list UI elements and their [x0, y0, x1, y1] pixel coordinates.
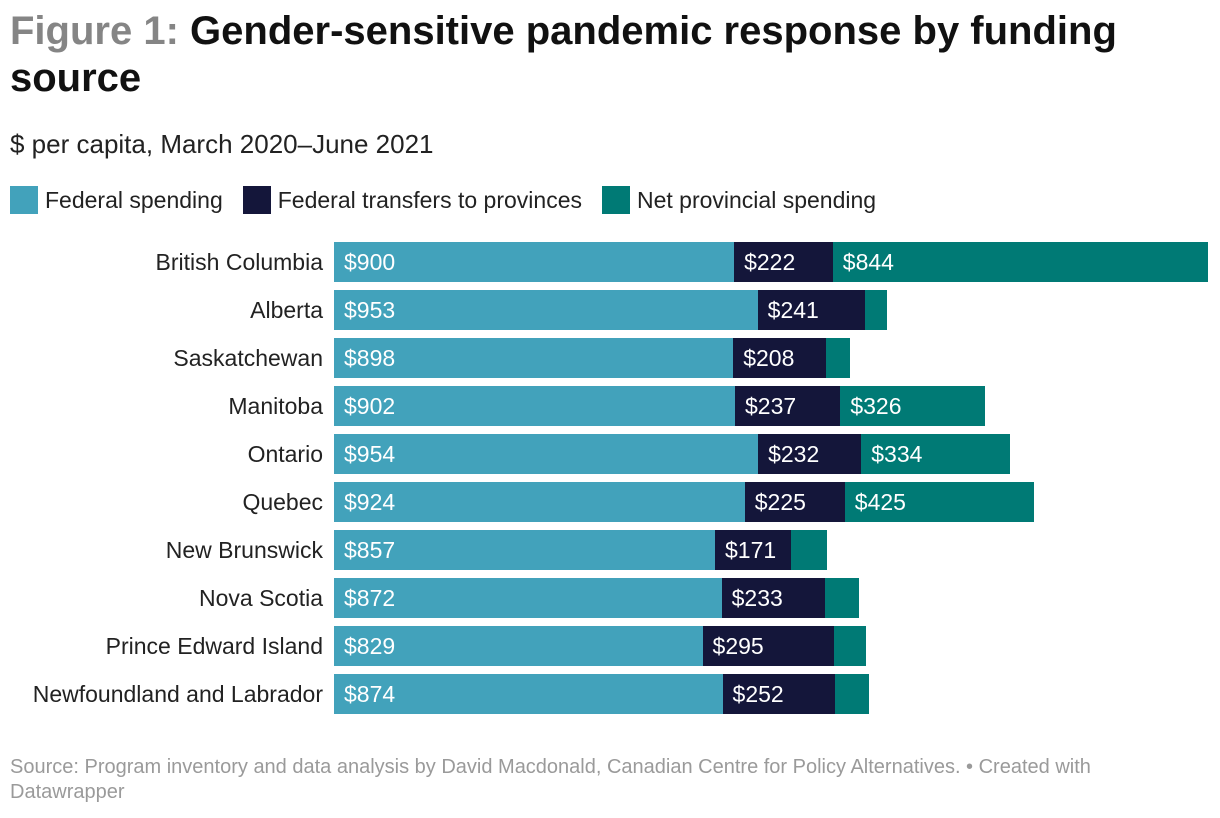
bar-segment [334, 530, 715, 570]
bar-segment [722, 674, 835, 714]
legend-item: Net provincial spending [601, 186, 877, 214]
legend-item: Federal transfers to provinces [242, 186, 582, 214]
bar-segment [734, 242, 833, 282]
bar-segment [702, 626, 834, 666]
data-label: $844 [842, 249, 894, 275]
data-label: $874 [344, 681, 396, 707]
bar-segment [864, 290, 888, 330]
category-label: New Brunswick [165, 537, 323, 563]
bar-segment [833, 626, 866, 666]
bar-segment [334, 674, 723, 714]
data-label: $225 [754, 489, 806, 515]
data-label: $857 [344, 537, 396, 563]
data-label: $208 [743, 345, 795, 371]
data-label: $924 [344, 489, 396, 515]
data-label: $425 [854, 489, 906, 515]
bar-segment [334, 386, 735, 426]
bar-segment [840, 386, 986, 426]
bar-segment [825, 578, 860, 618]
legend-swatch [242, 186, 271, 214]
legend-item: Federal spending [10, 186, 223, 214]
data-label: $326 [850, 393, 902, 419]
bar-segment [733, 338, 826, 378]
data-label: $295 [712, 633, 764, 659]
legend-swatch [601, 186, 630, 214]
category-label: Ontario [247, 441, 323, 467]
bar-segment [714, 530, 791, 570]
legend-label: Net provincial spending [636, 186, 877, 213]
category-label: Manitoba [228, 393, 323, 419]
legend: Federal spending Federal transfers to pro… [10, 186, 896, 214]
chart-title: Figure 1: Gender-sensitive pandemic resp… [10, 8, 1210, 102]
legend-label: Federal transfers to provinces [277, 186, 582, 213]
bar-segment [744, 482, 845, 522]
bar-segment [334, 434, 759, 474]
bar-segment [834, 674, 869, 714]
data-label: $171 [724, 537, 777, 563]
legend-swatch [10, 186, 38, 214]
title-text: Gender-sensitive pandemic response by fu… [10, 9, 1117, 100]
category-label: Quebec [242, 489, 323, 515]
data-label: $222 [744, 249, 796, 275]
category-label: Prince Edward Island [105, 633, 323, 659]
bar-segment [734, 386, 841, 426]
data-label: $252 [732, 681, 784, 707]
bar-segment [334, 626, 703, 666]
data-label: $233 [731, 585, 783, 611]
data-label: $829 [344, 633, 396, 659]
data-label: $953 [344, 297, 396, 323]
bar-segment [758, 434, 862, 474]
category-label: Alberta [250, 297, 323, 323]
category-label: British Columbia [155, 249, 323, 275]
category-label: Saskatchewan [173, 345, 323, 371]
chart-subtitle: $ per capita, March 2020–June 2021 [10, 129, 434, 159]
data-label: $902 [344, 393, 396, 419]
source-footer: Source: Program inventory and data analy… [10, 756, 1091, 803]
data-label: $898 [344, 345, 396, 371]
data-label: $900 [344, 249, 396, 275]
bar-segment [791, 530, 827, 570]
bar-segment [334, 482, 745, 522]
bar-segment [832, 242, 1208, 282]
bar-segment [334, 290, 758, 330]
bar-segment [334, 578, 722, 618]
category-label: Nova Scotia [198, 585, 323, 611]
bar-segment [334, 338, 734, 378]
bar-segment [334, 242, 735, 282]
data-label: $237 [744, 393, 797, 419]
bar-segment [861, 434, 1010, 474]
category-label: Newfoundland and Labrador [32, 681, 323, 707]
data-label: $232 [768, 441, 820, 467]
figure-number: Figure 1: [10, 9, 179, 53]
bar-segment [844, 482, 1034, 522]
bar-segment [825, 338, 850, 378]
data-label: $334 [871, 441, 923, 467]
data-label: $872 [344, 585, 396, 611]
data-label: $241 [767, 297, 819, 323]
data-label: $954 [344, 441, 396, 467]
bar-segment [721, 578, 826, 618]
bar-segment [757, 290, 865, 330]
legend-label: Federal spending [45, 186, 223, 213]
